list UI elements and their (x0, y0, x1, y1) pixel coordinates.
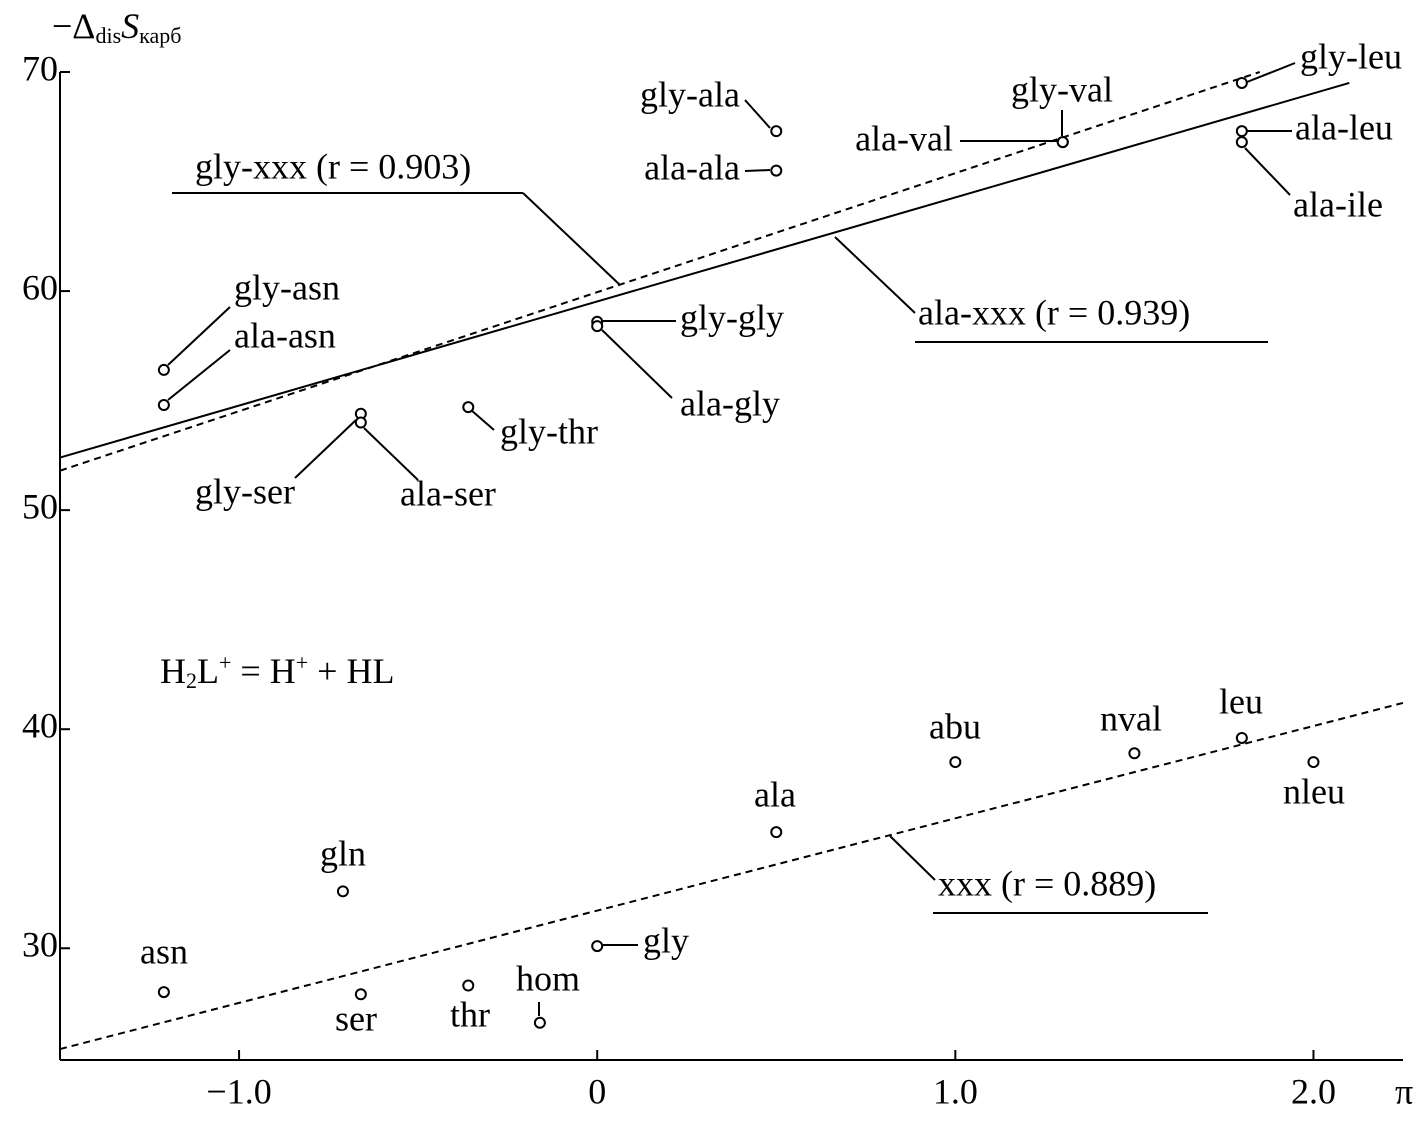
fit-line (59, 701, 1404, 1051)
point-label: ala-leu (1295, 107, 1393, 147)
fit-line (59, 81, 1350, 459)
annotation-part: L (197, 651, 219, 691)
point-label: gln (320, 833, 366, 873)
point-label: gly-ala (640, 74, 740, 114)
fit-label: ala-xxx (r = 0.939) (918, 292, 1190, 332)
point-label: ala-ala (644, 147, 740, 187)
fit-label: gly-xxx (r = 0.903) (195, 146, 471, 186)
point-label: ala-ile (1293, 184, 1383, 224)
fit-label-leader (889, 835, 936, 881)
point (1128, 747, 1141, 760)
point (770, 164, 783, 177)
point (1235, 731, 1248, 744)
point (157, 986, 170, 999)
point (1235, 76, 1248, 89)
point-label: nleu (1283, 771, 1345, 811)
x-tick-label: 1.0 (933, 1071, 978, 1111)
point (157, 398, 170, 411)
point-label: abu (929, 706, 981, 746)
point (1056, 136, 1069, 149)
x-tick-label: −1.0 (206, 1071, 271, 1111)
point (336, 885, 349, 898)
point-label: ala (754, 774, 796, 814)
point-label: ala-gly (680, 383, 780, 423)
annotation-part: + (296, 650, 308, 675)
point-label: gly-val (1011, 69, 1113, 109)
point (354, 416, 367, 429)
annotation-part: + HL (308, 651, 394, 691)
y-tick-label: 60 (22, 267, 58, 307)
point (770, 826, 783, 839)
point-label: nval (1100, 698, 1162, 738)
y-label-part: карб (139, 23, 181, 48)
point-label: ala-ser (400, 473, 496, 513)
point-label: ala-asn (234, 315, 336, 355)
x-axis-label: π (1395, 1071, 1413, 1111)
point-label: ser (335, 998, 377, 1038)
annotation: H2L+ = H+ + HL (160, 650, 394, 693)
point-leader (470, 409, 495, 431)
point-leader (601, 329, 673, 399)
point (533, 1016, 546, 1029)
y-axis-label: −ΔdisSкарб (52, 6, 181, 48)
y-label-part: S (121, 6, 139, 46)
point-label: leu (1219, 681, 1263, 721)
y-tick-label: 50 (22, 486, 58, 526)
point-leader (363, 427, 419, 481)
point-leader (1246, 62, 1296, 83)
point-leader (744, 169, 771, 172)
point (157, 363, 170, 376)
annotation-part: H (160, 651, 186, 691)
annotation-part: 2 (186, 668, 197, 693)
x-tick-label: 2.0 (1291, 1071, 1336, 1111)
x-tick-label: 0 (588, 1071, 606, 1111)
point-label: hom (516, 958, 580, 998)
point-label: gly-ser (195, 471, 295, 511)
point-leader (1244, 147, 1291, 196)
point-label: gly (643, 920, 689, 960)
y-tick-label: 40 (22, 705, 58, 745)
fit-line (59, 71, 1261, 472)
point-label: gly-asn (234, 267, 340, 307)
point (1235, 125, 1248, 138)
point-label: thr (450, 994, 490, 1034)
point-label: gly-gly (680, 297, 784, 337)
point-leader (744, 99, 771, 129)
y-label-part: dis (95, 23, 121, 48)
y-label-part: −Δ (52, 6, 95, 46)
point (1235, 136, 1248, 149)
point (949, 756, 962, 769)
point (354, 988, 367, 1001)
y-tick-label: 70 (22, 48, 58, 88)
point (462, 401, 475, 414)
point (1307, 756, 1320, 769)
fit-label-leader (522, 192, 621, 286)
point-label: gly-thr (500, 411, 598, 451)
y-tick-label: 30 (22, 925, 58, 965)
annotation-part: = H (231, 651, 295, 691)
point-label: asn (140, 931, 188, 971)
point-leader (167, 349, 231, 401)
fit-label-leader (834, 236, 916, 314)
point-label: ala-val (855, 118, 953, 158)
point-leader (294, 419, 357, 479)
point-label: gly-leu (1300, 36, 1402, 76)
point (591, 940, 604, 953)
point (591, 320, 604, 333)
annotation-part: + (219, 650, 231, 675)
point-leader (167, 306, 231, 366)
point (462, 979, 475, 992)
point (770, 125, 783, 138)
fit-label: xxx (r = 0.889) (938, 863, 1156, 903)
